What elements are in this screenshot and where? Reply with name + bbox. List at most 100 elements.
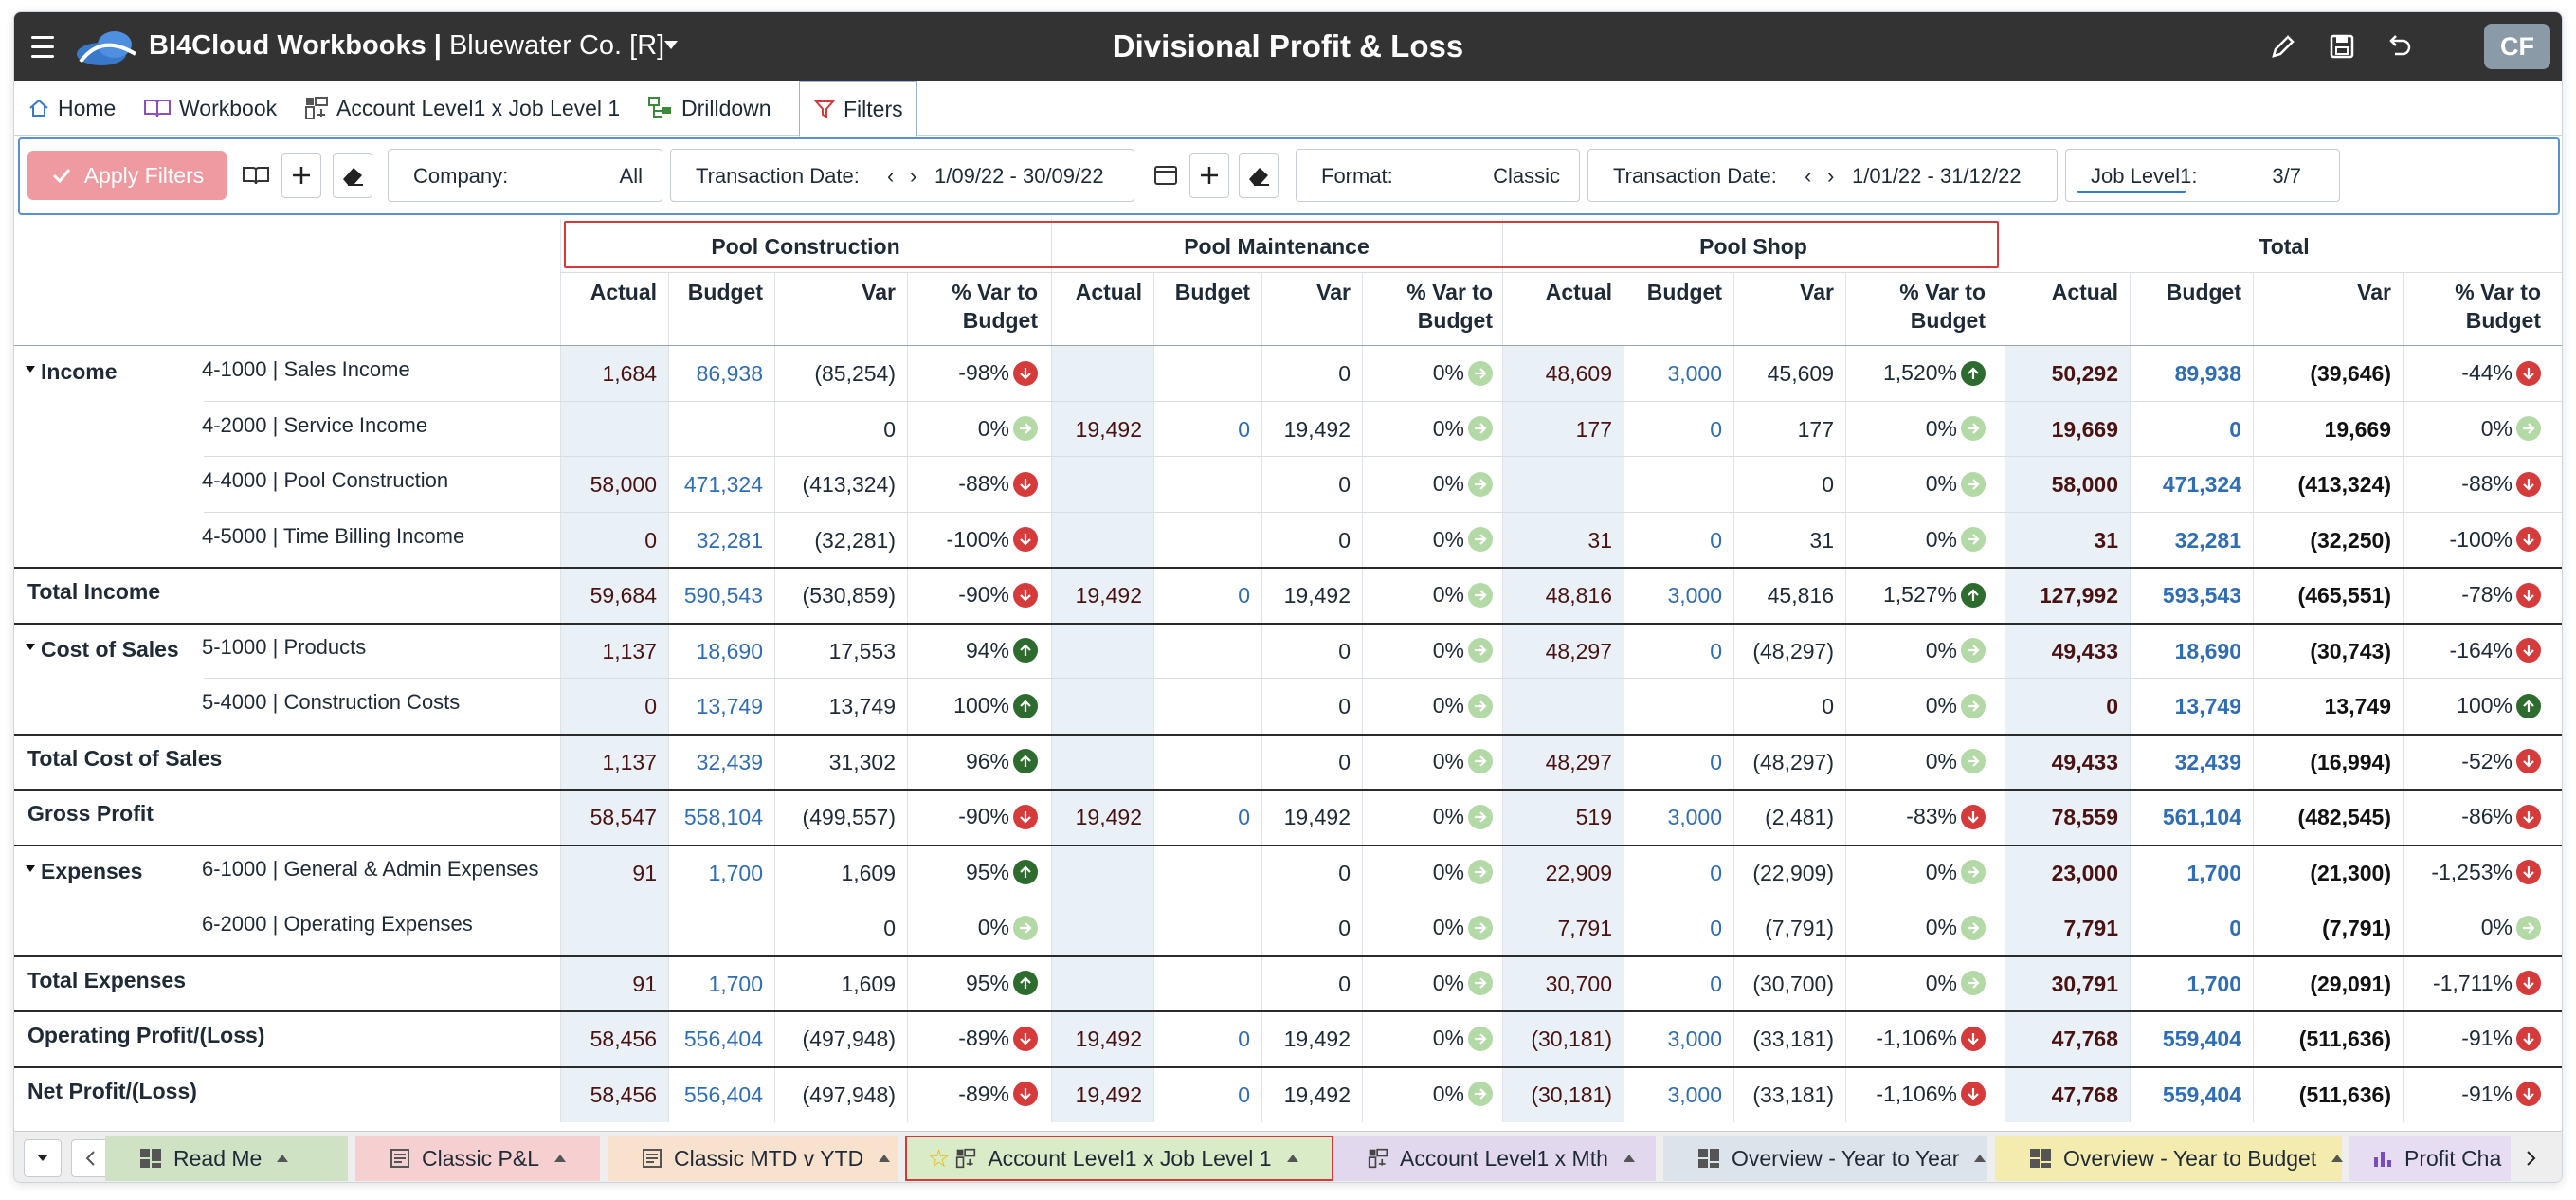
tab-home[interactable]: Home xyxy=(27,81,116,136)
pct-var-cell[interactable]: -100% xyxy=(2389,527,2541,553)
pct-var-cell[interactable]: 0% xyxy=(1341,360,1493,386)
budget-value[interactable]: 0 xyxy=(1710,749,1722,774)
actual-value[interactable]: 19,492 xyxy=(1075,583,1142,608)
edit-pencil-icon[interactable] xyxy=(2268,31,2298,62)
tab-drilldown[interactable]: Drilldown xyxy=(647,81,771,136)
actual-value[interactable]: 48,297 xyxy=(1545,638,1612,664)
variance-value[interactable]: (16,994) xyxy=(2310,749,2391,774)
variance-value[interactable]: 19,492 xyxy=(1283,1027,1351,1051)
pct-var-cell[interactable]: 0% xyxy=(1834,416,1986,442)
budget-value[interactable]: 1,700 xyxy=(708,971,763,996)
add-filter-button[interactable] xyxy=(281,153,321,198)
column-header-budget[interactable]: Budget xyxy=(687,280,763,304)
account-label[interactable]: 5-4000 | Construction Costs xyxy=(202,690,461,714)
variance-value[interactable]: (30,743) xyxy=(2310,638,2391,664)
pct-var-cell[interactable]: 0% xyxy=(2389,416,2541,442)
variance-value[interactable]: (482,545) xyxy=(2297,805,2391,829)
budget-value[interactable]: 561,104 xyxy=(2162,805,2241,829)
budget-value[interactable]: 556,404 xyxy=(683,1082,763,1107)
pct-var-cell[interactable]: -78% xyxy=(2389,582,2541,608)
column-header-var[interactable]: Var xyxy=(2357,280,2391,304)
section-label[interactable]: Income xyxy=(26,359,118,385)
variance-value[interactable]: (530,859) xyxy=(802,583,896,608)
budget-value[interactable]: 1,700 xyxy=(708,860,763,885)
actual-value[interactable]: 48,609 xyxy=(1545,361,1612,386)
pct-var-cell[interactable]: 0% xyxy=(886,416,1038,442)
clear-filters-button[interactable] xyxy=(333,153,372,198)
variance-value[interactable]: (33,181) xyxy=(1752,1027,1834,1051)
budget-value[interactable]: 558,104 xyxy=(683,805,763,829)
variance-value[interactable]: 19,669 xyxy=(2324,416,2391,442)
pct-var-cell[interactable]: 0% xyxy=(1834,915,1986,940)
pct-var-cell[interactable]: -98% xyxy=(886,360,1038,386)
sheet-tab-classic-p-l[interactable]: Classic P&L xyxy=(355,1136,600,1181)
actual-value[interactable]: 91 xyxy=(632,860,657,885)
pct-var-cell[interactable]: 1,527% xyxy=(1834,582,1986,608)
variance-value[interactable]: (30,700) xyxy=(1752,971,1834,996)
actual-value[interactable]: 1,137 xyxy=(602,749,657,774)
variance-value[interactable]: 0 xyxy=(1338,527,1351,553)
collapse-caret-icon[interactable] xyxy=(26,864,35,872)
variance-value[interactable]: (2,481) xyxy=(1765,805,1834,829)
variance-value[interactable]: 31 xyxy=(1809,527,1834,553)
pct-var-cell[interactable]: 0% xyxy=(1834,693,1986,718)
budget-value[interactable]: 0 xyxy=(1238,583,1250,608)
budget-value[interactable]: 593,543 xyxy=(2162,583,2241,608)
actual-value[interactable]: 22,909 xyxy=(1545,860,1612,885)
actual-value[interactable]: 48,816 xyxy=(1545,583,1612,608)
budget-value[interactable]: 0 xyxy=(2229,416,2241,442)
sheet-tab-menu-icon[interactable] xyxy=(1286,1155,1298,1162)
budget-value[interactable]: 0 xyxy=(1238,1082,1250,1107)
sheet-tab-overview-year-to-year[interactable]: Overview - Year to Year xyxy=(1663,1136,1987,1181)
actual-value[interactable]: 19,492 xyxy=(1075,1027,1142,1051)
pct-var-cell[interactable]: -88% xyxy=(2389,471,2541,497)
pct-var-cell[interactable]: -52% xyxy=(2389,749,2541,774)
budget-value[interactable]: 3,000 xyxy=(1667,361,1722,386)
variance-value[interactable]: 0 xyxy=(1338,638,1351,664)
budget-value[interactable]: 471,324 xyxy=(683,472,763,497)
column-header--var-to-budget[interactable]: % Var to Budget xyxy=(2455,280,2541,333)
variance-value[interactable]: 1,609 xyxy=(841,860,896,885)
sheet-tab-menu-icon[interactable] xyxy=(2331,1155,2344,1162)
undo-icon[interactable] xyxy=(2384,31,2414,62)
pct-var-cell[interactable]: 0% xyxy=(1341,1026,1493,1051)
pct-var-cell[interactable]: 95% xyxy=(886,860,1038,885)
variance-value[interactable]: (497,948) xyxy=(802,1027,896,1051)
pct-var-cell[interactable]: 0% xyxy=(1341,804,1493,829)
actual-value[interactable]: 48,297 xyxy=(1545,749,1612,774)
variance-value[interactable]: 1,609 xyxy=(841,971,896,996)
budget-value[interactable]: 559,404 xyxy=(2162,1082,2241,1107)
account-label[interactable]: 4-4000 | Pool Construction xyxy=(202,468,449,492)
actual-value[interactable]: 7,791 xyxy=(2063,916,2118,940)
budget-value[interactable]: 18,690 xyxy=(696,638,763,664)
sheet-tab-menu-icon[interactable] xyxy=(879,1155,891,1162)
pct-var-cell[interactable]: 100% xyxy=(886,693,1038,718)
actual-value[interactable]: 50,292 xyxy=(2051,361,2118,386)
budget-value[interactable]: 3,000 xyxy=(1667,1027,1722,1051)
variance-value[interactable]: 13,749 xyxy=(2324,694,2391,718)
tab-account-level1-x-job-level-1[interactable]: Account Level1 x Job Level 1 xyxy=(304,81,620,136)
actual-value[interactable]: 30,700 xyxy=(1545,971,1612,996)
sheet-tab-menu-icon[interactable] xyxy=(277,1155,289,1162)
column-header-actual[interactable]: Actual xyxy=(590,280,657,304)
transaction-date-filter-2[interactable]: Transaction Date: ‹ › 1/01/22 - 31/12/22 xyxy=(1587,149,2058,202)
pct-var-cell[interactable]: 0% xyxy=(1341,527,1493,553)
sheet-scroll-right-icon[interactable] xyxy=(2513,1139,2550,1177)
column-header--var-to-budget[interactable]: % Var to Budget xyxy=(952,280,1038,333)
variance-value[interactable]: (22,909) xyxy=(1752,860,1834,885)
pct-var-cell[interactable]: 0% xyxy=(1834,638,1986,664)
pct-var-cell[interactable]: -86% xyxy=(2389,804,2541,829)
actual-value[interactable]: 58,456 xyxy=(590,1027,657,1051)
variance-value[interactable]: (511,636) xyxy=(2298,1082,2391,1107)
column-header-actual[interactable]: Actual xyxy=(1075,280,1142,304)
budget-value[interactable]: 18,690 xyxy=(2174,638,2241,664)
date2-prev-icon[interactable]: ‹ xyxy=(1805,164,1812,188)
sheet-tab-profit-cha[interactable]: Profit Cha xyxy=(2349,1136,2511,1181)
column-header-var[interactable]: Var xyxy=(1316,280,1351,304)
budget-value[interactable]: 32,439 xyxy=(696,749,763,774)
variance-value[interactable]: 0 xyxy=(1338,916,1351,940)
actual-value[interactable]: 58,000 xyxy=(2051,472,2118,497)
actual-value[interactable]: 0 xyxy=(644,527,657,553)
budget-value[interactable]: 13,749 xyxy=(2174,694,2241,718)
actual-value[interactable]: 19,492 xyxy=(1075,805,1142,829)
